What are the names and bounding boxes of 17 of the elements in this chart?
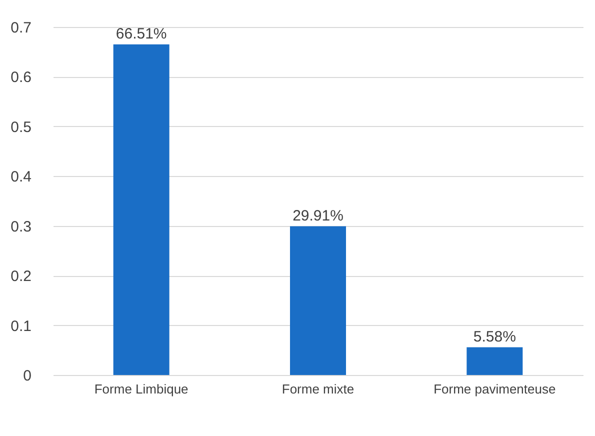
x-tick-label: Forme mixte [282,382,354,396]
data-label: 66.51% [116,25,167,42]
data-label: 5.58% [473,328,516,346]
data-label: 29.91% [292,207,344,224]
y-tick-label: 0.4 [10,168,32,186]
x-tick-label: Forme pavimenteuse [434,382,556,396]
x-tick-label: Forme Limbique [94,382,188,396]
y-tick-label: 0.2 [10,268,32,286]
bar [113,44,170,375]
y-tick-label: 0.6 [10,69,32,86]
y-tick-label: 0 [23,368,32,384]
y-tick-label: 0.1 [10,318,32,335]
y-tick-label: 0.5 [10,118,32,136]
bar [466,347,523,375]
y-tick-label: 0.7 [10,20,32,36]
bar [290,226,346,375]
y-tick-label: 0.3 [10,218,32,236]
